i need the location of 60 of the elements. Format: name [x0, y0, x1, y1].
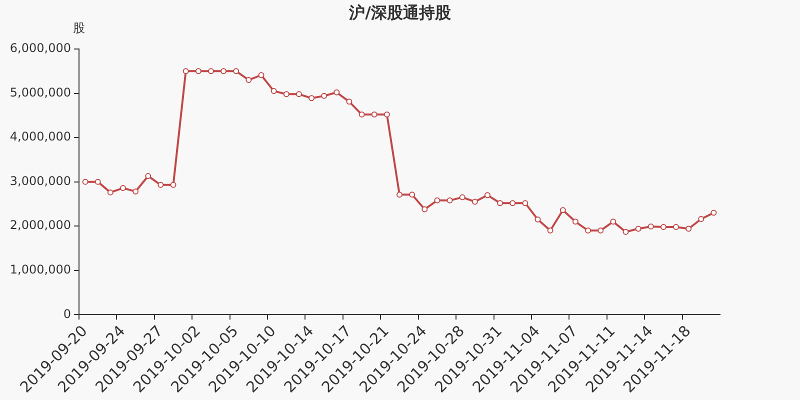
point [635, 226, 642, 232]
point [710, 210, 717, 216]
point [698, 216, 704, 222]
point [270, 88, 277, 94]
point [208, 68, 214, 74]
point [472, 198, 478, 205]
point [283, 91, 290, 98]
point [107, 189, 114, 196]
point [534, 216, 541, 222]
point [334, 89, 340, 96]
point [622, 228, 629, 235]
point [145, 173, 152, 180]
point [459, 194, 466, 200]
point [396, 192, 402, 198]
point [673, 224, 680, 230]
point [246, 76, 252, 83]
point [120, 185, 126, 192]
point [258, 72, 264, 78]
point [371, 112, 378, 118]
point [446, 197, 453, 204]
point [384, 112, 390, 118]
point [547, 228, 554, 234]
point [233, 68, 240, 74]
point [598, 228, 604, 234]
point [346, 98, 352, 105]
y-tick-label: 1,000,000 [10, 262, 71, 276]
point [195, 68, 202, 74]
point [572, 218, 578, 225]
point [82, 178, 88, 185]
point [610, 218, 616, 225]
point [321, 92, 328, 99]
point [497, 200, 504, 206]
point [522, 200, 528, 206]
point [308, 95, 315, 102]
point [510, 200, 516, 206]
point [220, 68, 227, 74]
point [560, 207, 566, 214]
point [484, 192, 490, 198]
y-tick-label: 4,000,000 [10, 130, 71, 144]
point [94, 178, 101, 185]
y-tick-label: 3,000,000 [10, 174, 71, 188]
point [422, 206, 428, 212]
point [170, 182, 176, 188]
point [296, 91, 302, 98]
y-tick-label: 5,000,000 [10, 85, 71, 100]
point [585, 228, 592, 234]
point [182, 68, 189, 74]
y-tick-label: 0 [63, 306, 71, 321]
point [648, 224, 654, 230]
point [132, 188, 139, 195]
chart-title: 沪/深股通持股 [348, 3, 452, 22]
y-tick-label: 2,000,000 [10, 218, 71, 232]
y-tick-label: 6,000,000 [10, 41, 71, 56]
y-axis-title: 股 [73, 21, 85, 36]
point [660, 224, 666, 230]
point [686, 226, 692, 232]
point [158, 182, 164, 188]
point [358, 112, 365, 118]
point [409, 192, 416, 198]
point [434, 197, 440, 204]
